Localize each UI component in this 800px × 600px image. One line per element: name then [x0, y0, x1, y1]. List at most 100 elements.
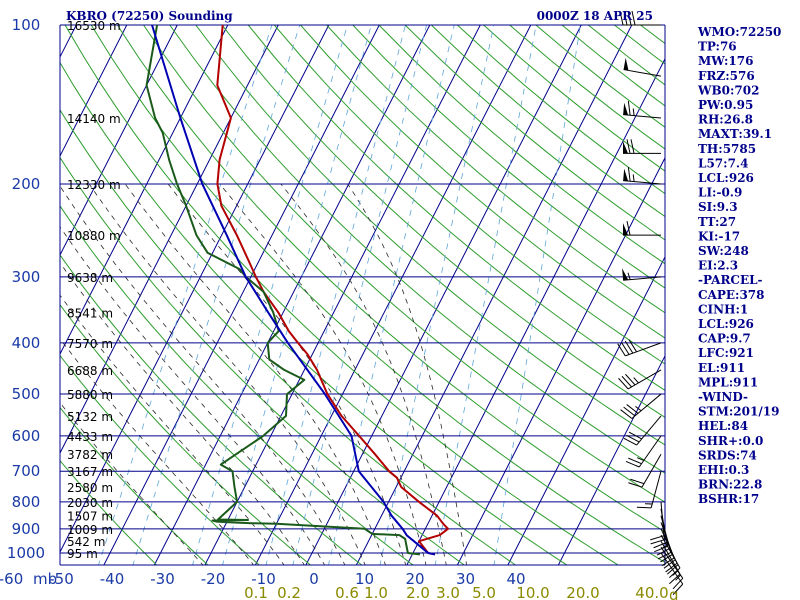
height-label: 2030 m — [67, 496, 113, 510]
dry-adiabat-line — [90, 25, 665, 563]
sounding-index-item: CAPE:378 — [698, 288, 765, 302]
wind-barb — [636, 471, 662, 509]
temperature-tick-label: 30 — [456, 570, 475, 588]
isotherm-line — [305, 25, 582, 565]
height-label: 8541 m — [67, 306, 113, 320]
parcel-profile-line — [151, 25, 436, 556]
mixing-ratio-label: 0.2 — [277, 584, 301, 600]
sounding-index-item: SRDS:74 — [698, 448, 757, 462]
sounding-index-item: EL:911 — [698, 361, 745, 375]
moist-adiabat-line — [60, 262, 305, 565]
height-label: 3782 m — [67, 448, 113, 462]
temperature-tick-label: 0 — [309, 570, 319, 588]
dry-adiabat-line — [771, 25, 800, 566]
sounding-index-item: LCL:926 — [698, 171, 754, 185]
wind-barb — [660, 552, 684, 595]
wind-barb — [619, 10, 661, 26]
sounding-index-item: LCL:926 — [698, 317, 754, 331]
pressure-tick-label: 1000 — [7, 544, 45, 562]
isotherm-line — [60, 25, 178, 257]
sounding-index-item: PW:0.95 — [698, 98, 753, 112]
dry-adiabat-line — [247, 25, 665, 391]
sounding-index-item: -WIND- — [698, 390, 748, 404]
sounding-indices-panel: WMO:72250TP:76MW:176FRZ:576WB0:702PW:0.9… — [697, 25, 781, 506]
height-label: 3167 m — [67, 465, 113, 479]
isobar-lines — [59, 24, 666, 566]
wind-barb — [623, 57, 662, 77]
isotherm-line — [60, 25, 229, 356]
mixing-ratio-label: 2.0 — [406, 584, 430, 600]
wind-barb — [623, 221, 661, 236]
mixing-ratio-line — [132, 25, 301, 565]
moist-adiabat-line — [60, 402, 204, 565]
sounding-index-item: TH:5785 — [698, 142, 756, 156]
sounding-index-item: MW:176 — [698, 54, 753, 68]
height-label: 9638 m — [67, 271, 113, 285]
height-label: 7570 m — [67, 337, 113, 351]
wind-barb — [618, 369, 662, 390]
wind-barb — [653, 508, 669, 553]
height-label: 4433 m — [67, 430, 113, 444]
height-label: 95 m — [67, 547, 98, 561]
sounding-index-item: MAXT:39.1 — [698, 127, 772, 141]
pressure-tick-labels: 100 200 300 400 500 600 700 800 900 1000 — [7, 16, 45, 562]
sounding-index-item: LI:-0.9 — [698, 186, 742, 200]
pressure-tick-label: 500 — [12, 385, 41, 403]
sounding-index-item: LFC:921 — [698, 346, 754, 360]
mixing-ratio-line — [328, 25, 455, 565]
sounding-index-item: RH:26.8 — [698, 113, 753, 127]
sounding-index-item: CINH:1 — [698, 302, 748, 316]
isotherm-line — [60, 25, 330, 554]
sounding-index-item: FRZ:576 — [698, 69, 755, 83]
isotherm-line — [0, 25, 26, 566]
wind-barb — [622, 268, 662, 281]
mixing-ratio-line — [493, 25, 581, 565]
temperature-tick-label: -50 — [49, 570, 74, 588]
wind-barb — [623, 101, 662, 119]
moist-adiabat-line — [60, 226, 326, 565]
height-label: 5132 m — [67, 410, 113, 424]
height-label: 5880 m — [67, 388, 113, 402]
isotherm-line — [507, 255, 665, 565]
mixing-ratio-line — [192, 25, 348, 565]
pressure-tick-label: 300 — [12, 268, 41, 286]
moist-adiabat-line — [60, 294, 285, 565]
dry-adiabat-line — [195, 25, 665, 446]
dry-adiabat-line — [60, 205, 414, 565]
sounding-index-item: TT:27 — [698, 215, 736, 229]
sounding-index-item: KI:-17 — [698, 229, 740, 243]
sounding-index-item: SI:9.3 — [698, 200, 738, 214]
moist-adiabat-line — [60, 185, 346, 565]
mixing-ratio-label: 3.0 — [436, 584, 460, 600]
dry-adiabat-line — [143, 25, 665, 503]
sounding-index-item: MPL:911 — [698, 375, 758, 389]
dry-adiabat-line — [352, 25, 665, 289]
temperature-tick-label: -40 — [100, 570, 125, 588]
dry-adiabat-line — [60, 254, 363, 565]
mixing-ratio-unit: g — [669, 586, 679, 600]
sounding-profiles — [145, 25, 449, 556]
sounding-index-item: STM:201/19 — [698, 405, 779, 419]
temperature-tick-label: -60 — [0, 570, 23, 588]
isotherm-line — [153, 25, 431, 565]
mixing-ratio-line — [222, 25, 372, 565]
pressure-tick-label: 200 — [12, 175, 41, 193]
pressure-tick-label: 800 — [12, 493, 41, 511]
mixing-ratio-label: 1.0 — [364, 584, 388, 600]
sounding-time: 0000Z 18 APR 25 — [537, 9, 653, 23]
height-label: 542 m — [67, 535, 105, 549]
temperature-tick-label: -20 — [201, 570, 226, 588]
mixing-ratio-label: 5.0 — [472, 584, 496, 600]
sounding-index-item: BRN:22.8 — [698, 478, 762, 492]
station-title: KBRO (72250) Sounding — [66, 9, 233, 23]
height-label: 1009 m — [67, 523, 113, 537]
moist-adiabat-line — [347, 183, 467, 565]
height-label: 10880 m — [67, 229, 121, 243]
wind-barb — [628, 453, 662, 488]
wind-barb — [620, 393, 662, 419]
isotherm-line — [456, 156, 665, 565]
sounding-index-item: L57:7.4 — [698, 156, 748, 170]
mixing-ratio-labels: 0.1 0.2 0.6 1.0 2.0 3.0 5.0 10.0 20.0 40.0 — [244, 584, 669, 600]
sounding-index-item: EI:2.3 — [698, 259, 738, 273]
